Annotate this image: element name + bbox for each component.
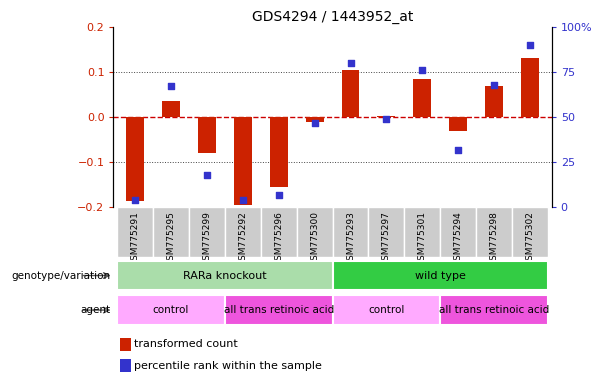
- Text: GSM775296: GSM775296: [274, 211, 283, 266]
- Bar: [225, 295, 333, 325]
- Bar: [449, 117, 467, 131]
- Bar: [368, 207, 405, 257]
- Point: [525, 42, 535, 48]
- Bar: [120, 338, 131, 351]
- Bar: [333, 207, 368, 257]
- Bar: [440, 207, 476, 257]
- Bar: [297, 207, 333, 257]
- Point: [489, 81, 499, 88]
- Bar: [120, 359, 131, 372]
- Text: genotype/variation: genotype/variation: [11, 270, 110, 281]
- Point: [274, 192, 284, 198]
- Bar: [234, 117, 252, 205]
- Text: percentile rank within the sample: percentile rank within the sample: [134, 361, 322, 371]
- Text: control: control: [368, 305, 405, 315]
- Bar: [476, 207, 512, 257]
- Text: GSM775298: GSM775298: [490, 211, 499, 266]
- Bar: [270, 117, 287, 187]
- Bar: [512, 207, 548, 257]
- Text: GSM775299: GSM775299: [202, 211, 211, 266]
- Text: all trans retinoic acid: all trans retinoic acid: [224, 305, 334, 315]
- Point: [238, 197, 248, 203]
- Text: all trans retinoic acid: all trans retinoic acid: [439, 305, 549, 315]
- Point: [346, 60, 356, 66]
- Bar: [341, 70, 359, 117]
- Point: [166, 83, 176, 89]
- Point: [130, 197, 140, 203]
- Bar: [440, 295, 548, 325]
- Bar: [117, 207, 153, 257]
- Point: [381, 116, 391, 122]
- Bar: [225, 207, 261, 257]
- Text: wild type: wild type: [415, 270, 466, 281]
- Bar: [117, 295, 225, 325]
- Text: GSM775297: GSM775297: [382, 211, 391, 266]
- Bar: [306, 117, 324, 122]
- Text: GSM775291: GSM775291: [131, 211, 140, 266]
- Bar: [378, 116, 395, 117]
- Text: transformed count: transformed count: [134, 339, 238, 349]
- Bar: [126, 117, 144, 200]
- Bar: [198, 117, 216, 153]
- Text: GSM775293: GSM775293: [346, 211, 355, 266]
- Text: GSM775294: GSM775294: [454, 211, 463, 266]
- Point: [202, 172, 211, 178]
- Bar: [117, 261, 333, 290]
- Text: GSM775295: GSM775295: [166, 211, 175, 266]
- Text: control: control: [153, 305, 189, 315]
- Bar: [333, 295, 440, 325]
- Point: [454, 147, 463, 153]
- Text: RARa knockout: RARa knockout: [183, 270, 267, 281]
- Bar: [333, 261, 548, 290]
- Title: GDS4294 / 1443952_at: GDS4294 / 1443952_at: [252, 10, 413, 25]
- Bar: [405, 207, 440, 257]
- Bar: [261, 207, 297, 257]
- Bar: [153, 207, 189, 257]
- Text: GSM775301: GSM775301: [418, 211, 427, 266]
- Bar: [413, 79, 432, 117]
- Text: GSM775292: GSM775292: [238, 211, 247, 266]
- Point: [417, 67, 427, 73]
- Point: [310, 119, 319, 126]
- Text: GSM775300: GSM775300: [310, 211, 319, 266]
- Text: agent: agent: [80, 305, 110, 315]
- Bar: [162, 101, 180, 117]
- Text: GSM775302: GSM775302: [525, 211, 535, 266]
- Bar: [485, 86, 503, 117]
- Bar: [521, 58, 539, 117]
- Bar: [189, 207, 225, 257]
